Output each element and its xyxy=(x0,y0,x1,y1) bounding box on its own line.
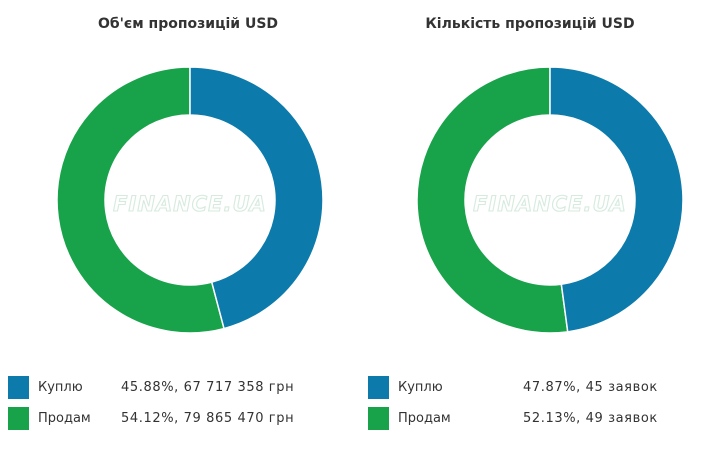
legend-item-buy[interactable]: Куплю 47.87%, 45 заявок xyxy=(368,376,720,402)
donut-chart-volume: FINANCE.UA xyxy=(56,66,324,334)
chart-panel-count: Кількість пропозицій USD FINANCE.UA Купл… xyxy=(360,0,720,449)
legend-swatch-buy xyxy=(8,376,29,399)
legend-value: 52.13%, 49 заявок xyxy=(523,411,658,426)
legend-label: Куплю xyxy=(398,380,443,395)
donut-slice-sell[interactable] xyxy=(56,66,225,334)
watermark-logo: FINANCE.UA xyxy=(473,192,627,216)
legend-item-sell[interactable]: Продам 54.12%, 79 865 470 грн xyxy=(8,407,360,433)
donut-slice-sell[interactable] xyxy=(416,66,569,334)
donut-chart-count: FINANCE.UA xyxy=(416,66,684,334)
chart-title: Об'єм пропозицій USD xyxy=(97,16,279,32)
donut-slice-buy[interactable] xyxy=(189,66,324,330)
legend-label: Продам xyxy=(38,411,91,426)
donut-slice-buy[interactable] xyxy=(549,66,684,333)
legend-swatch-sell xyxy=(8,407,29,430)
legend-item-sell[interactable]: Продам 52.13%, 49 заявок xyxy=(368,407,720,433)
legend-label: Куплю xyxy=(38,380,83,395)
legend-swatch-buy xyxy=(368,376,389,399)
chart-title: Кількість пропозицій USD xyxy=(425,16,635,32)
legend-swatch-sell xyxy=(368,407,389,430)
legend-value: 45.88%, 67 717 358 грн xyxy=(121,380,295,395)
legend-value: 54.12%, 79 865 470 грн xyxy=(121,411,295,426)
legend-label: Продам xyxy=(398,411,451,426)
watermark-logo: FINANCE.UA xyxy=(113,192,267,216)
legend-item-buy[interactable]: Куплю 45.88%, 67 717 358 грн xyxy=(8,376,360,402)
legend-value: 47.87%, 45 заявок xyxy=(523,380,658,395)
chart-panel-volume: Об'єм пропозицій USD FINANCE.UA Куплю 45… xyxy=(8,16,360,433)
